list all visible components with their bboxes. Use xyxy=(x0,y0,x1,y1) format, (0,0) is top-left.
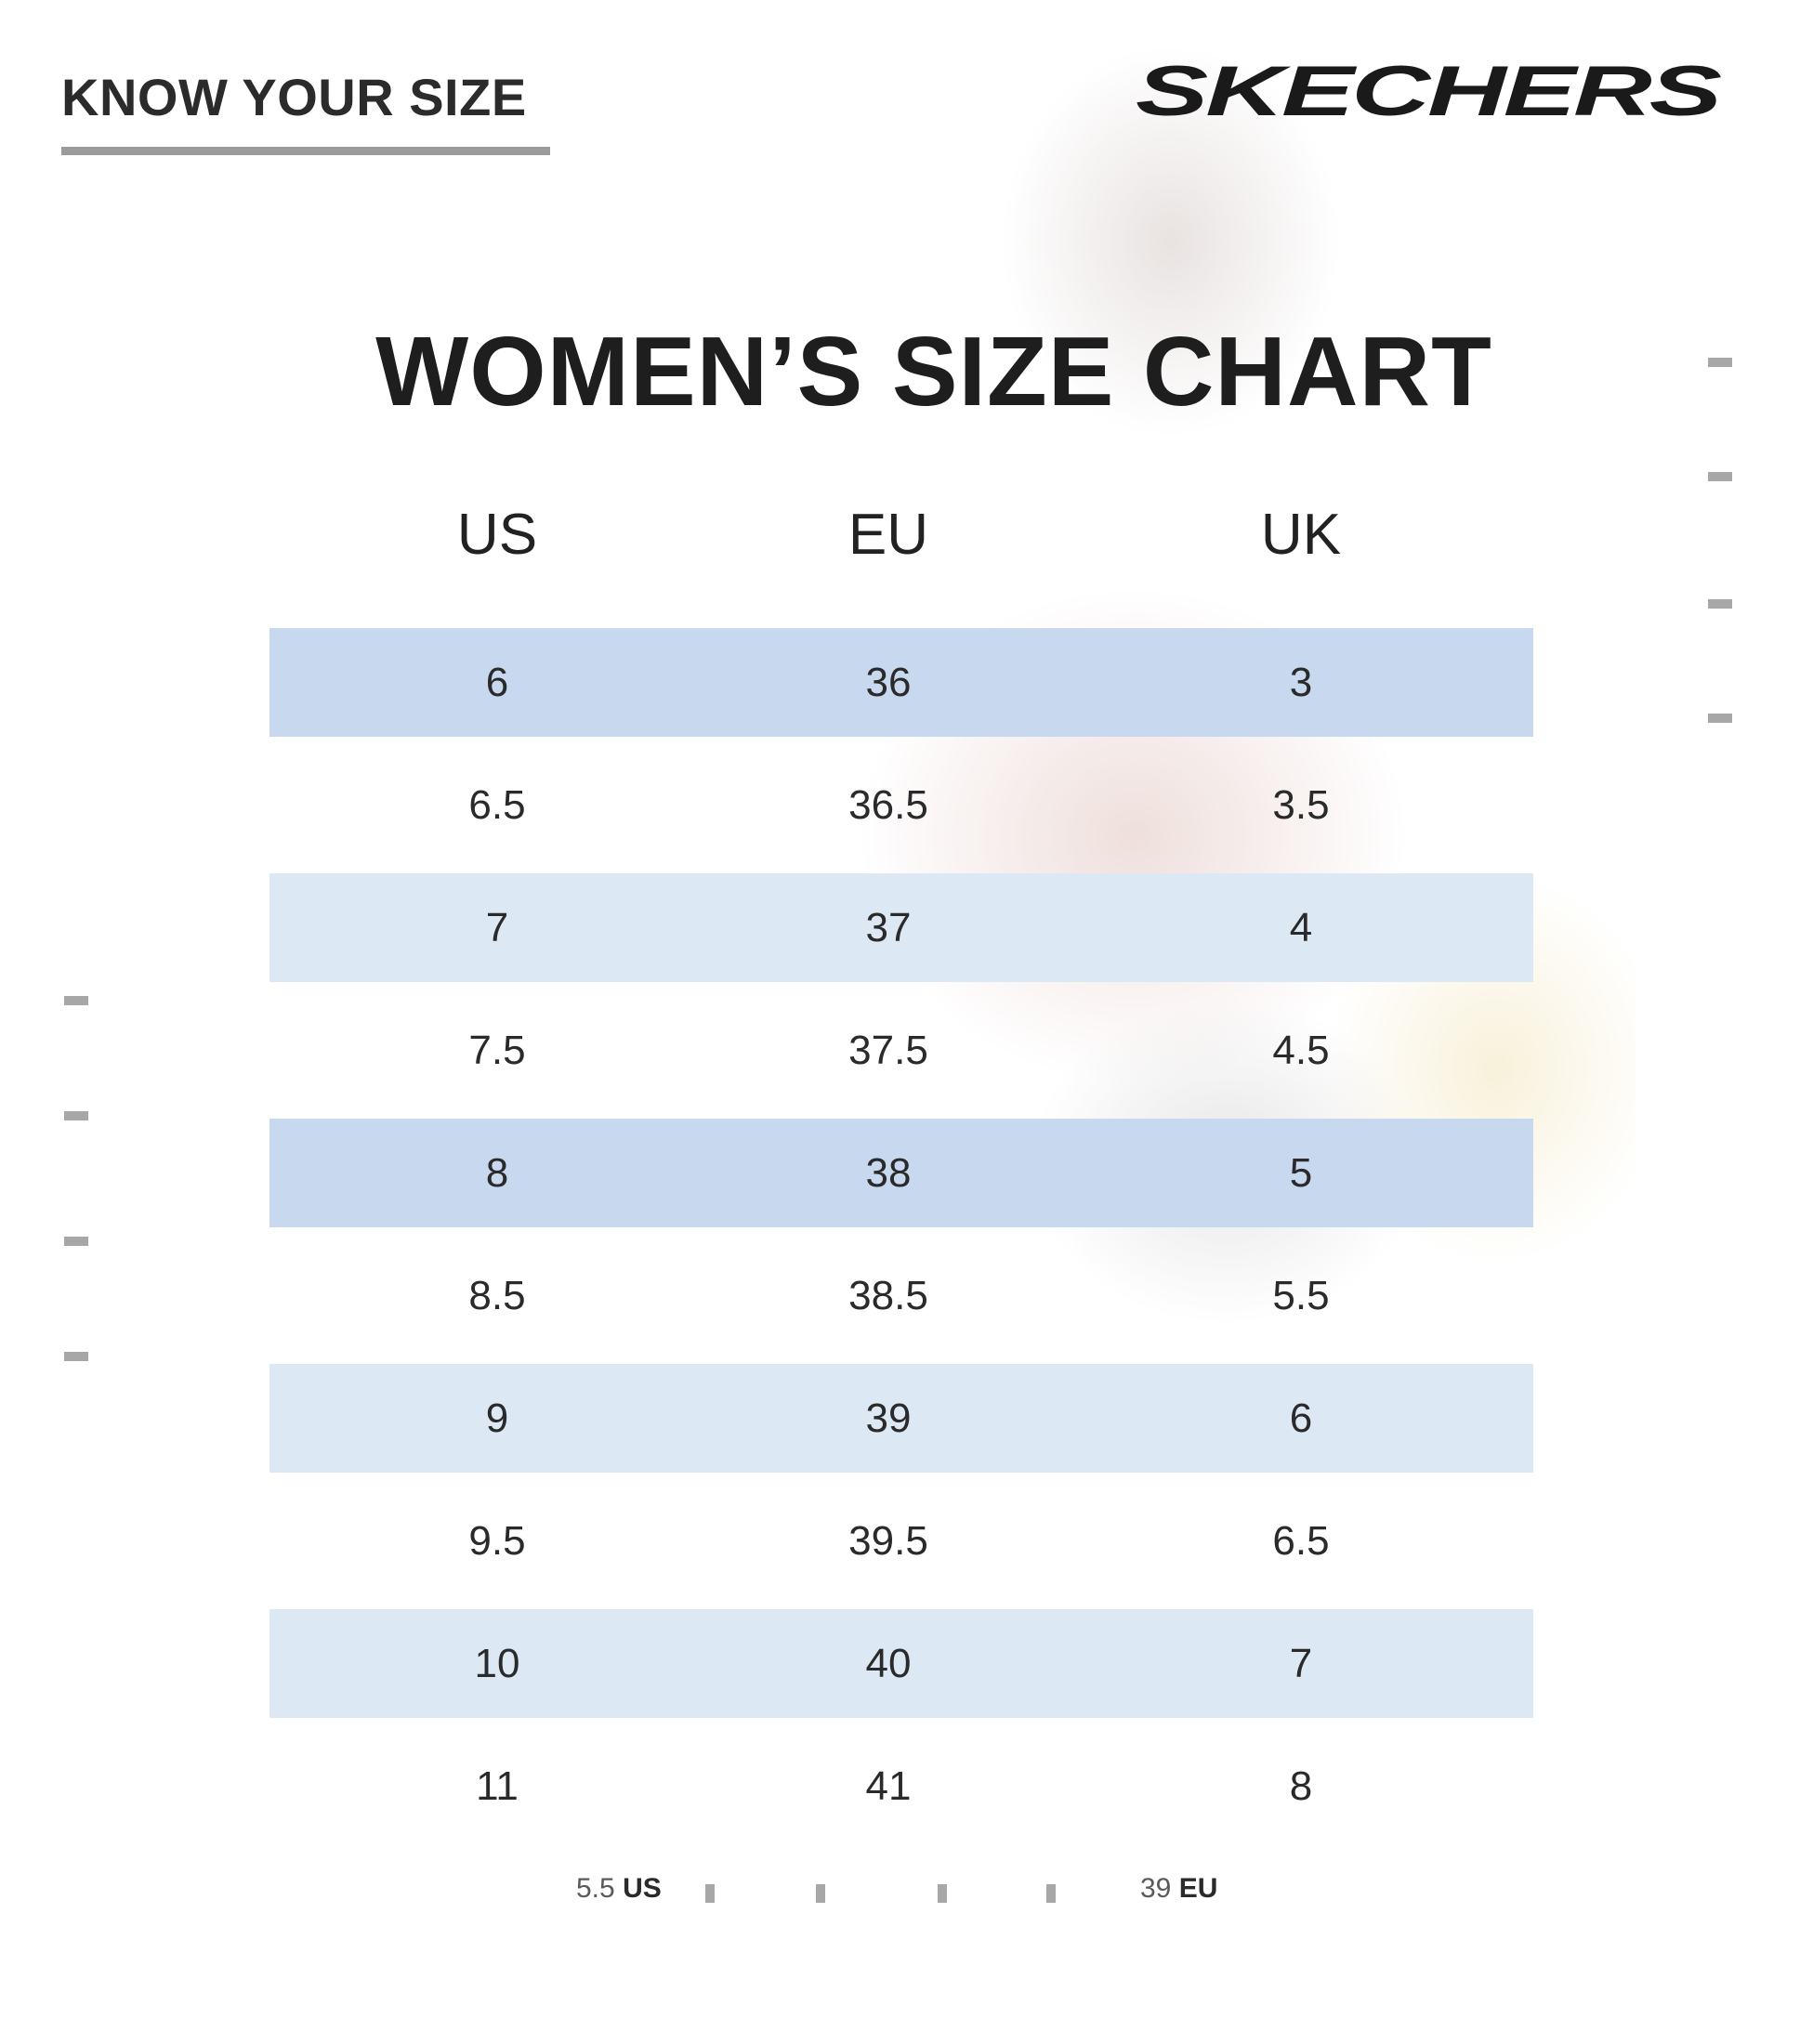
size-cell-uk: 7 xyxy=(1289,1641,1313,1686)
size-cell-eu: 39 xyxy=(865,1395,912,1441)
column-header-uk: UK xyxy=(1260,503,1342,567)
tick-mark xyxy=(64,1237,88,1246)
size-row: 8.5 38.5 5.5 xyxy=(269,1241,1533,1350)
size-cell-eu: 39.5 xyxy=(848,1518,928,1564)
size-cell-uk: 6 xyxy=(1289,1395,1313,1441)
size-cell-eu: 37.5 xyxy=(848,1028,928,1073)
size-cell-us: 8.5 xyxy=(468,1273,526,1318)
size-cell-us: 9 xyxy=(485,1395,509,1441)
size-cell-us: 8 xyxy=(485,1150,509,1196)
size-row: 11 41 8 xyxy=(269,1732,1533,1841)
footer-eu-label: 39 EU xyxy=(1140,1873,1217,1905)
size-cell-eu: 38 xyxy=(865,1150,912,1196)
footer-eu-unit: EU xyxy=(1178,1873,1218,1904)
column-header-us: US xyxy=(456,503,538,567)
size-table: 6 36 3 6.5 36.5 3.5 7 37 4 7.5 37.5 4.5 8 38 5 8.5 38.5 5… xyxy=(269,628,1533,1854)
tick-mark xyxy=(705,1884,715,1903)
chart-title: WOMEN’S SIZE CHART xyxy=(375,317,1492,426)
tick-mark xyxy=(816,1884,825,1903)
size-cell-uk: 8 xyxy=(1289,1763,1313,1809)
heading-underline xyxy=(61,147,550,155)
size-cell-eu: 38.5 xyxy=(848,1273,928,1318)
size-row: 9 39 6 xyxy=(269,1364,1533,1473)
column-header-eu: EU xyxy=(847,503,929,567)
size-row: 7 37 4 xyxy=(269,873,1533,982)
size-cell-eu: 36.5 xyxy=(848,782,928,828)
size-cell-uk: 3.5 xyxy=(1272,782,1330,828)
size-cell-uk: 5.5 xyxy=(1272,1273,1330,1318)
tick-mark xyxy=(1708,599,1732,609)
tick-mark xyxy=(938,1884,947,1903)
size-cell-uk: 6.5 xyxy=(1272,1518,1330,1564)
tick-mark xyxy=(1708,358,1732,367)
size-row: 10 40 7 xyxy=(269,1609,1533,1718)
tick-mark xyxy=(64,996,88,1005)
tick-mark xyxy=(1046,1884,1056,1903)
size-cell-eu: 40 xyxy=(865,1641,912,1686)
size-cell-uk: 3 xyxy=(1289,660,1313,705)
tick-mark xyxy=(1708,472,1732,481)
footer-eu-value: 39 xyxy=(1140,1873,1172,1904)
size-cell-us: 9.5 xyxy=(468,1518,526,1564)
size-cell-uk: 4 xyxy=(1289,905,1313,950)
footer-us-unit: US xyxy=(623,1873,662,1904)
size-row: 9.5 39.5 6.5 xyxy=(269,1487,1533,1595)
size-row: 6 36 3 xyxy=(269,628,1533,737)
know-your-size-heading: KNOW YOUR SIZE xyxy=(61,68,527,126)
size-cell-us: 6 xyxy=(485,660,509,705)
size-row: 6.5 36.5 3.5 xyxy=(269,751,1533,859)
size-cell-us: 7 xyxy=(485,905,509,950)
skechers-logo-text: SKECHERS xyxy=(1136,54,1721,128)
size-cell-us: 6.5 xyxy=(468,782,526,828)
tick-mark xyxy=(64,1111,88,1120)
size-cell-us: 10 xyxy=(474,1641,520,1686)
size-cell-us: 7.5 xyxy=(468,1028,526,1073)
size-cell-eu: 37 xyxy=(865,905,912,950)
footer-us-value: 5.5 xyxy=(576,1873,615,1904)
footer-us-label: 5.5 US xyxy=(576,1873,662,1905)
size-row: 8 38 5 xyxy=(269,1119,1533,1227)
size-cell-eu: 36 xyxy=(865,660,912,705)
tick-mark xyxy=(64,1352,88,1361)
skechers-logo: SKECHERS xyxy=(1136,54,1723,128)
size-row: 7.5 37.5 4.5 xyxy=(269,996,1533,1105)
size-cell-us: 11 xyxy=(476,1763,519,1809)
column-headers: US EU UK xyxy=(269,502,1533,576)
tick-mark xyxy=(1708,714,1732,723)
size-cell-uk: 5 xyxy=(1289,1150,1313,1196)
size-cell-uk: 4.5 xyxy=(1272,1028,1330,1073)
size-cell-eu: 41 xyxy=(865,1763,912,1809)
